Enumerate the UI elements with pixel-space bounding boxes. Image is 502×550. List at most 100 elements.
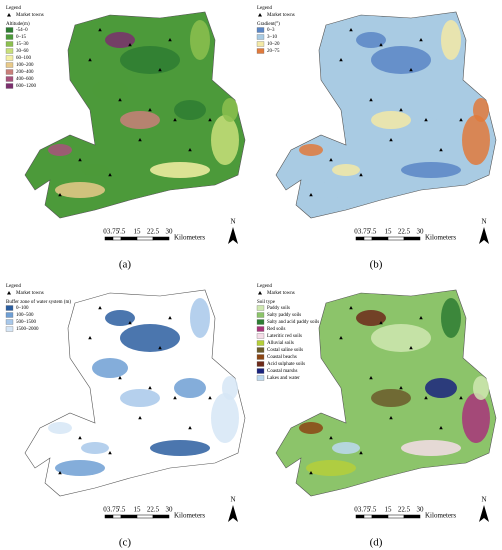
legend-label: Alluvial soils [267, 341, 294, 346]
legend-label: 15–30 [16, 42, 29, 47]
scale-unit: Kilometers [425, 234, 456, 242]
legend-label: Red soils [267, 327, 286, 332]
legend-label: 0–15 [16, 35, 27, 40]
scale-segment [152, 514, 170, 519]
legend-label: Lateritic red soils [267, 334, 302, 339]
town-marker [168, 38, 172, 42]
legend-swatch [256, 305, 265, 311]
town-marker [78, 158, 82, 162]
legend-title: Legend [257, 6, 272, 11]
scale-segment [120, 514, 138, 519]
map-patch [81, 164, 109, 176]
scale-label: 3.75 [358, 506, 371, 514]
caption: (d) [370, 537, 383, 549]
legend-label: 600–1200 [16, 84, 37, 89]
legend-label: Market towns [267, 13, 295, 18]
map-patch [473, 98, 489, 122]
map-patch [222, 376, 238, 400]
legend-swatch [5, 27, 14, 33]
scale-segment [355, 514, 365, 519]
town-marker [88, 336, 92, 340]
scale-label: 0 [354, 506, 358, 514]
scale-label: 22.5 [398, 506, 411, 514]
town-marker [359, 173, 363, 177]
town-marker [389, 416, 393, 420]
legend-swatch [5, 319, 14, 325]
scale-segment [387, 236, 405, 241]
scale-label: 7.5 [117, 506, 126, 514]
town-marker [399, 386, 403, 390]
town-marker [118, 98, 122, 102]
scale-segment [371, 236, 389, 241]
north-label: N [481, 496, 486, 504]
map-patch [55, 460, 105, 476]
map-patch [462, 393, 490, 443]
town-marker [379, 43, 383, 47]
town-marker [369, 376, 373, 380]
scale-segment [387, 514, 405, 519]
map-patch [211, 115, 239, 165]
legend-swatch [256, 27, 265, 33]
map-patch [120, 389, 160, 407]
legend-subtitle: Altitude(m) [6, 22, 30, 27]
town-marker [409, 68, 413, 72]
scale-segment [371, 514, 389, 519]
town-marker [173, 396, 177, 400]
legend-title: Legend [6, 284, 21, 289]
town-marker [439, 148, 443, 152]
town-marker [108, 451, 112, 455]
north-label: N [230, 496, 235, 504]
town-marker [118, 376, 122, 380]
scale-label: 30 [166, 506, 174, 514]
legend-swatch [256, 319, 265, 325]
legend-swatch [5, 55, 14, 61]
map-patch [462, 115, 490, 165]
map-patch [150, 440, 210, 456]
scale-segment [112, 236, 122, 241]
north-arrow [228, 227, 238, 244]
map-patch [441, 20, 461, 60]
scale-segment [104, 514, 114, 519]
legend-swatch [256, 312, 265, 318]
legend-label: Market towns [16, 13, 44, 18]
town-marker [188, 426, 192, 430]
scale-label: 3.75 [358, 228, 371, 236]
town-marker [88, 58, 92, 62]
map-patch [105, 310, 135, 326]
scale-label: 22.5 [147, 228, 160, 236]
map-patch [299, 422, 323, 434]
scale-label: 7.5 [368, 506, 377, 514]
map-patch [356, 310, 386, 326]
town-marker [158, 68, 162, 72]
town-marker [329, 436, 333, 440]
legend-swatch [256, 347, 265, 353]
north-arrow [479, 505, 489, 522]
map-patch [371, 111, 411, 129]
map-patch [48, 422, 72, 434]
legend-marker [7, 291, 11, 295]
legend-swatch [5, 76, 14, 82]
town-marker [369, 98, 373, 102]
scale-segment [363, 236, 373, 241]
legend-label: 500–1500 [16, 320, 37, 325]
legend-swatch [256, 326, 265, 332]
north-arrow [479, 227, 489, 244]
town-marker [148, 386, 152, 390]
legend-swatch [256, 368, 265, 374]
scale-label: 22.5 [398, 228, 411, 236]
town-marker [409, 346, 413, 350]
north-label: N [230, 218, 235, 226]
legend-label: 200–400 [16, 70, 34, 75]
scale-segment [120, 236, 138, 241]
scale-segment [363, 514, 373, 519]
map-patch [473, 376, 489, 400]
scale-label: 15 [134, 506, 142, 514]
map-patch [371, 46, 431, 74]
legend-swatch [5, 305, 14, 311]
scale-label: 15 [134, 228, 142, 236]
legend-swatch [256, 41, 265, 47]
map-patch [211, 393, 239, 443]
legend-swatch [5, 83, 14, 89]
